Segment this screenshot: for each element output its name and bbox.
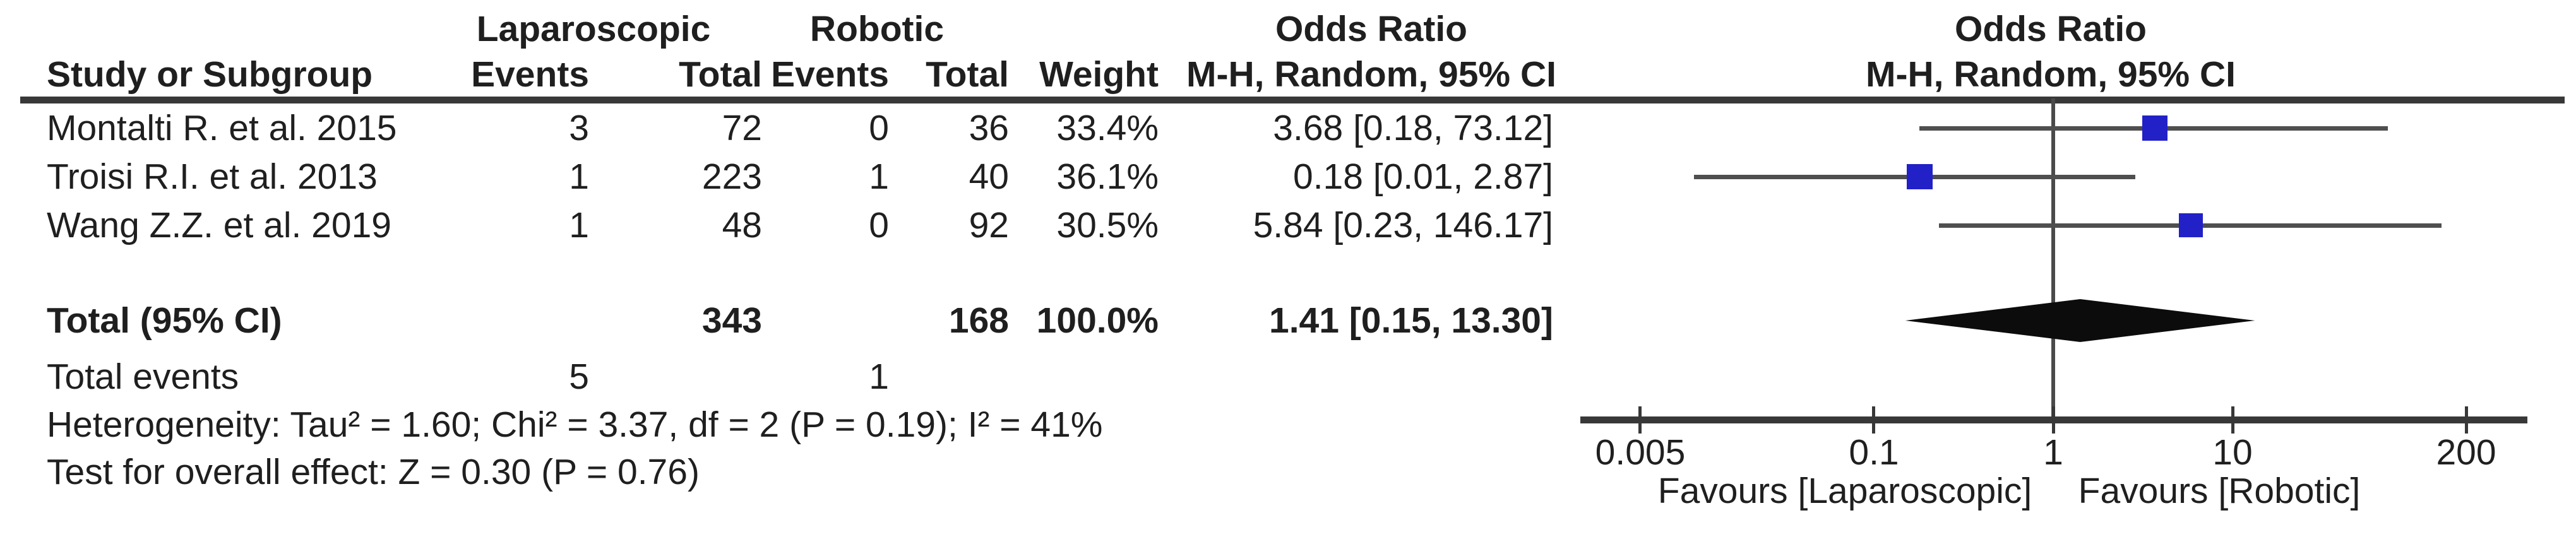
axis-tick-label: 200: [2436, 432, 2496, 473]
or-column-title: Odds Ratio: [1275, 9, 1468, 49]
lap-events-cell: 1: [569, 205, 589, 245]
summary-diamond: [1905, 299, 2255, 342]
weight-column-header: Weight: [1039, 54, 1159, 95]
axis-tick: [1638, 406, 1642, 434]
rob-events-cell: 1: [869, 156, 889, 197]
or-ci-cell: 0.18 [0.01, 2.87]: [1293, 156, 1553, 197]
study-name: Wang Z.Z. et al. 2019: [47, 205, 391, 245]
axis-tick: [1872, 406, 1876, 434]
total-label: Total (95% CI): [47, 300, 282, 341]
plot-subtitle: M-H, Random, 95% CI: [1866, 54, 2236, 95]
rob-total-header: Total: [926, 54, 1009, 95]
total-or-ci-cell: 1.41 [0.15, 13.30]: [1269, 300, 1553, 341]
total-lap-total-cell: 343: [701, 300, 762, 341]
study-square: [2179, 213, 2203, 237]
weight-cell: 36.1%: [1056, 156, 1159, 197]
overall-effect-stats: Test for overall effect: Z = 0.30 (P = 0…: [47, 452, 700, 492]
rob-events-cell: 0: [869, 205, 889, 245]
study-name: Troisi R.I. et al. 2013: [47, 156, 378, 197]
weight-cell: 33.4%: [1056, 108, 1159, 148]
rob-total-cell: 40: [969, 156, 1009, 197]
axis-tick: [2231, 406, 2234, 434]
axis-tick-label: 10: [2212, 432, 2253, 473]
weight-cell: 30.5%: [1056, 205, 1159, 245]
axis-tick: [2051, 406, 2055, 434]
heterogeneity-stats: Heterogeneity: Tau² = 1.60; Chi² = 3.37,…: [47, 404, 1103, 445]
lap-total-cell: 72: [722, 108, 762, 148]
or-ci-cell: 5.84 [0.23, 146.17]: [1253, 205, 1553, 245]
lap-events-cell: 1: [569, 156, 589, 197]
study-column-header: Study or Subgroup: [47, 54, 373, 95]
column-group-laparoscopic: Laparoscopic: [476, 9, 711, 49]
favours-left-label: Favours [Laparoscopic]: [1657, 471, 2032, 511]
total-weight-cell: 100.0%: [1036, 300, 1159, 341]
rob-total-cell: 92: [969, 205, 1009, 245]
lap-total-cell: 223: [701, 156, 762, 197]
study-square: [1906, 163, 1933, 190]
rob-total-cell: 36: [969, 108, 1009, 148]
lap-total-header: Total: [679, 54, 762, 95]
total-rob-total-cell: 168: [948, 300, 1009, 341]
null-effect-line: [2051, 98, 2055, 423]
study-square: [2142, 115, 2168, 141]
lap-events-cell: 3: [569, 108, 589, 148]
header-divider-line: [20, 97, 2565, 103]
total-events-lap-cell: 5: [569, 357, 589, 397]
rob-events-cell: 0: [869, 108, 889, 148]
column-group-robotic: Robotic: [809, 9, 945, 49]
total-events-rob-cell: 1: [869, 357, 889, 397]
axis-tick-label: 0.005: [1595, 432, 1686, 473]
favours-right-label: Favours [Robotic]: [2078, 471, 2361, 511]
total-events-label: Total events: [47, 357, 239, 397]
axis-tick: [2464, 406, 2468, 434]
lap-total-cell: 48: [722, 205, 762, 245]
axis-tick-label: 0.1: [1849, 432, 1899, 473]
or-column-subtitle: M-H, Random, 95% CI: [1186, 54, 1556, 95]
axis-tick-label: 1: [2043, 432, 2063, 473]
study-name: Montalti R. et al. 2015: [47, 108, 397, 148]
rob-events-header: Events: [771, 54, 889, 95]
plot-title: Odds Ratio: [1954, 9, 2147, 49]
lap-events-header: Events: [471, 54, 589, 95]
or-ci-cell: 3.68 [0.18, 73.12]: [1273, 108, 1553, 148]
